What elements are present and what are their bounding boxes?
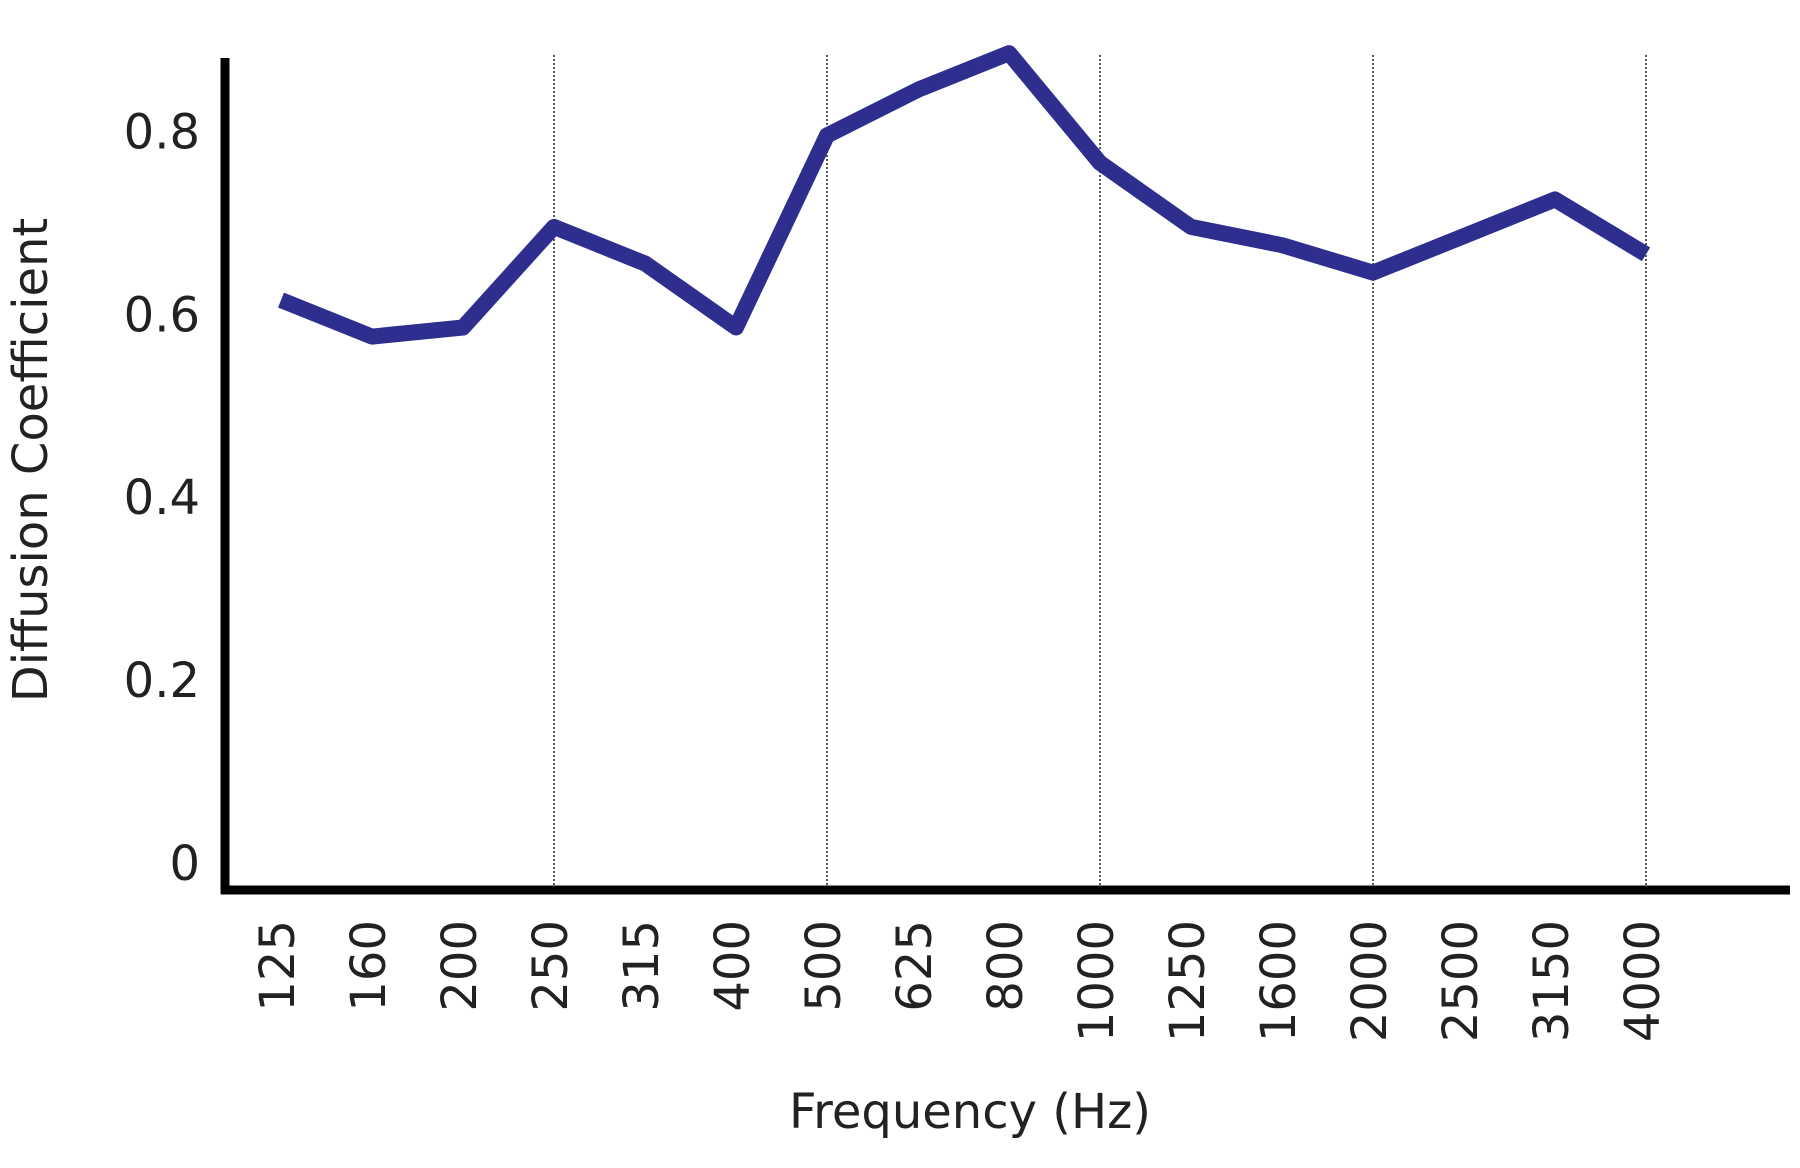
y-axis-title: Diffusion Coefficient: [3, 218, 59, 703]
x-tick-label: 1600: [1251, 920, 1307, 1042]
x-tick-label: 625: [887, 920, 943, 1012]
x-tick-label: 400: [705, 920, 761, 1012]
x-axis-title: Frequency (Hz): [789, 1084, 1151, 1140]
x-tick-label: 500: [796, 920, 852, 1012]
y-tick-label: 0.4: [124, 470, 200, 526]
x-tick-label: 1000: [1069, 920, 1125, 1042]
x-tick-label: 800: [978, 920, 1034, 1012]
y-tick-label: 0: [169, 836, 200, 892]
x-tick-label: 250: [523, 920, 579, 1012]
y-tick-label: 0.6: [124, 287, 200, 343]
x-tick-label: 3150: [1524, 920, 1580, 1042]
x-tick-label: 315: [614, 920, 670, 1012]
x-tick-label: 1250: [1160, 920, 1216, 1042]
x-tick-label: 2000: [1342, 920, 1398, 1042]
y-tick-label: 0.8: [124, 104, 200, 160]
x-tick-label: 4000: [1615, 920, 1671, 1042]
x-tick-label: 125: [250, 920, 306, 1012]
x-tick-label: 160: [341, 920, 397, 1012]
x-tick-label: 200: [432, 920, 488, 1012]
x-tick-label: 2500: [1433, 920, 1489, 1042]
y-tick-label: 0.2: [124, 653, 200, 709]
data-line: [278, 45, 1651, 345]
